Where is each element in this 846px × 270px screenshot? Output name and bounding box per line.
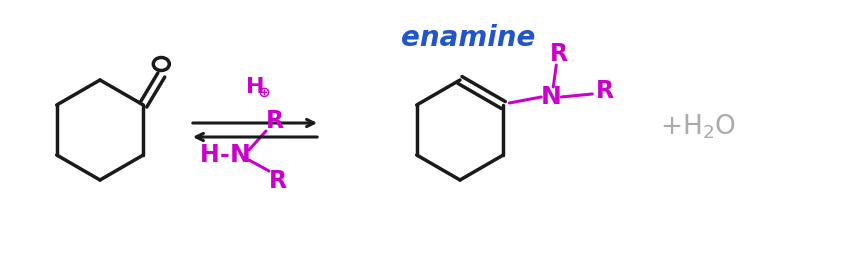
Text: N: N (229, 143, 250, 167)
Text: R: R (266, 109, 284, 133)
Text: R: R (269, 169, 287, 193)
Text: N: N (541, 85, 562, 109)
Text: H: H (245, 77, 264, 97)
Text: ⊕: ⊕ (258, 85, 271, 100)
Text: $\mathregular{+ H_2O}$: $\mathregular{+ H_2O}$ (660, 113, 736, 141)
Text: -: - (220, 143, 230, 167)
Text: R: R (550, 42, 569, 66)
Text: enamine: enamine (401, 24, 536, 52)
Text: R: R (596, 79, 614, 103)
Text: H: H (201, 143, 220, 167)
